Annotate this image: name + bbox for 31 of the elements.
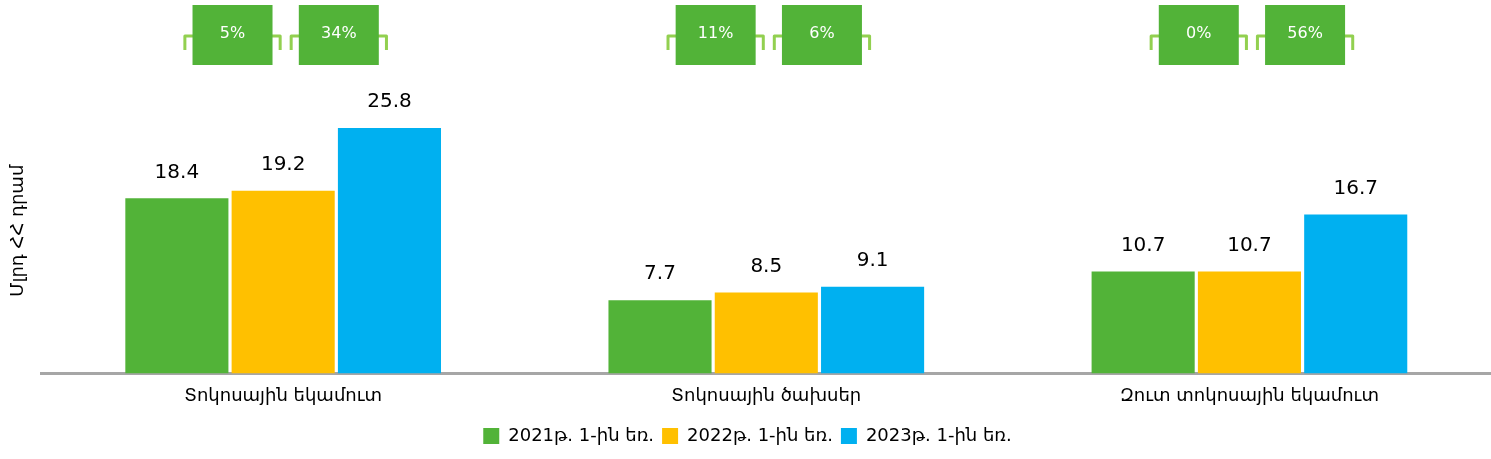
y-axis-title: Մլրդ ՀՀ դրամ bbox=[6, 164, 28, 297]
bar bbox=[1304, 214, 1408, 374]
data-label: 9.1 bbox=[856, 247, 889, 272]
data-label: 10.7 bbox=[1227, 231, 1272, 256]
bar bbox=[125, 198, 229, 374]
x-tick-label: Տոկոսային եկամուտ bbox=[184, 383, 383, 405]
text: 56% bbox=[1287, 23, 1323, 43]
data-label: 7.7 bbox=[644, 260, 676, 285]
data-label: 25.8 bbox=[367, 88, 412, 113]
legend-label: 2022թ. 1-ին եռ. bbox=[687, 423, 833, 445]
bar bbox=[231, 190, 335, 374]
x-tick-label: Զուտ տոկոսային եկամուտ bbox=[1119, 383, 1379, 405]
legend-label: 2021թ. 1-ին եռ. bbox=[508, 423, 655, 445]
bar bbox=[1091, 271, 1195, 374]
text: 34% bbox=[321, 23, 357, 43]
legend-label: 2023թ. 1-ին եռ. bbox=[865, 423, 1012, 445]
data-label: 19.2 bbox=[260, 150, 306, 175]
text: 6% bbox=[809, 23, 835, 43]
bar bbox=[714, 292, 818, 374]
data-label: 8.5 bbox=[750, 252, 783, 277]
bar bbox=[608, 300, 712, 374]
text: 0% bbox=[1186, 23, 1212, 43]
x-tick-label: Տոկոսային ծախսեր bbox=[671, 383, 862, 405]
bar bbox=[821, 286, 925, 374]
text: 5% bbox=[219, 23, 246, 43]
bar bbox=[1197, 271, 1301, 374]
data-label: 16.7 bbox=[1333, 174, 1378, 199]
text: 11% bbox=[697, 23, 734, 43]
bar bbox=[337, 127, 442, 374]
data-label: 10.7 bbox=[1120, 231, 1166, 256]
data-label: 18.4 bbox=[154, 158, 200, 183]
